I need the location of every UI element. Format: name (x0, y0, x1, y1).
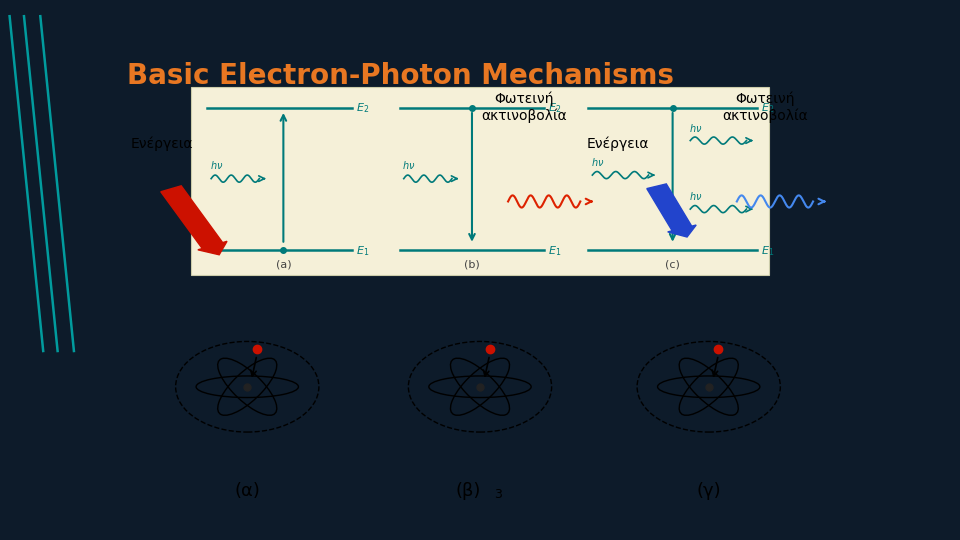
Text: Ενέργεια: Ενέργεια (587, 137, 649, 151)
FancyArrow shape (161, 186, 227, 255)
Text: $E_1$: $E_1$ (355, 244, 369, 258)
Text: $h\nu$: $h\nu$ (402, 159, 416, 171)
Text: $h\nu$: $h\nu$ (688, 191, 702, 202)
Text: $h\nu$: $h\nu$ (688, 122, 702, 134)
Text: (α): (α) (234, 482, 260, 500)
Text: Ενέργεια: Ενέργεια (131, 137, 193, 151)
Text: (γ): (γ) (696, 482, 721, 500)
Text: (c): (c) (665, 259, 680, 269)
Text: 3: 3 (493, 488, 501, 502)
Text: $E_1$: $E_1$ (761, 244, 774, 258)
Text: (b): (b) (464, 259, 480, 269)
Text: $E_2$: $E_2$ (355, 102, 369, 116)
FancyArrow shape (647, 184, 696, 237)
Text: Φωτεινή
ακτινοβολία: Φωτεινή ακτινοβολία (481, 91, 567, 123)
Text: Φωτεινή
ακτινοβολία: Φωτεινή ακτινοβολία (722, 91, 807, 123)
Text: $h\nu$: $h\nu$ (590, 157, 604, 168)
Text: $E_2$: $E_2$ (548, 102, 562, 116)
Text: $E_1$: $E_1$ (548, 244, 562, 258)
Text: $E_2$: $E_2$ (761, 102, 774, 116)
Text: (β): (β) (455, 482, 481, 500)
Bar (191, 87, 769, 275)
Text: (a): (a) (276, 259, 291, 269)
Text: Basic Electron-Photon Mechanisms: Basic Electron-Photon Mechanisms (127, 62, 674, 90)
Text: $h\nu$: $h\nu$ (209, 159, 223, 171)
